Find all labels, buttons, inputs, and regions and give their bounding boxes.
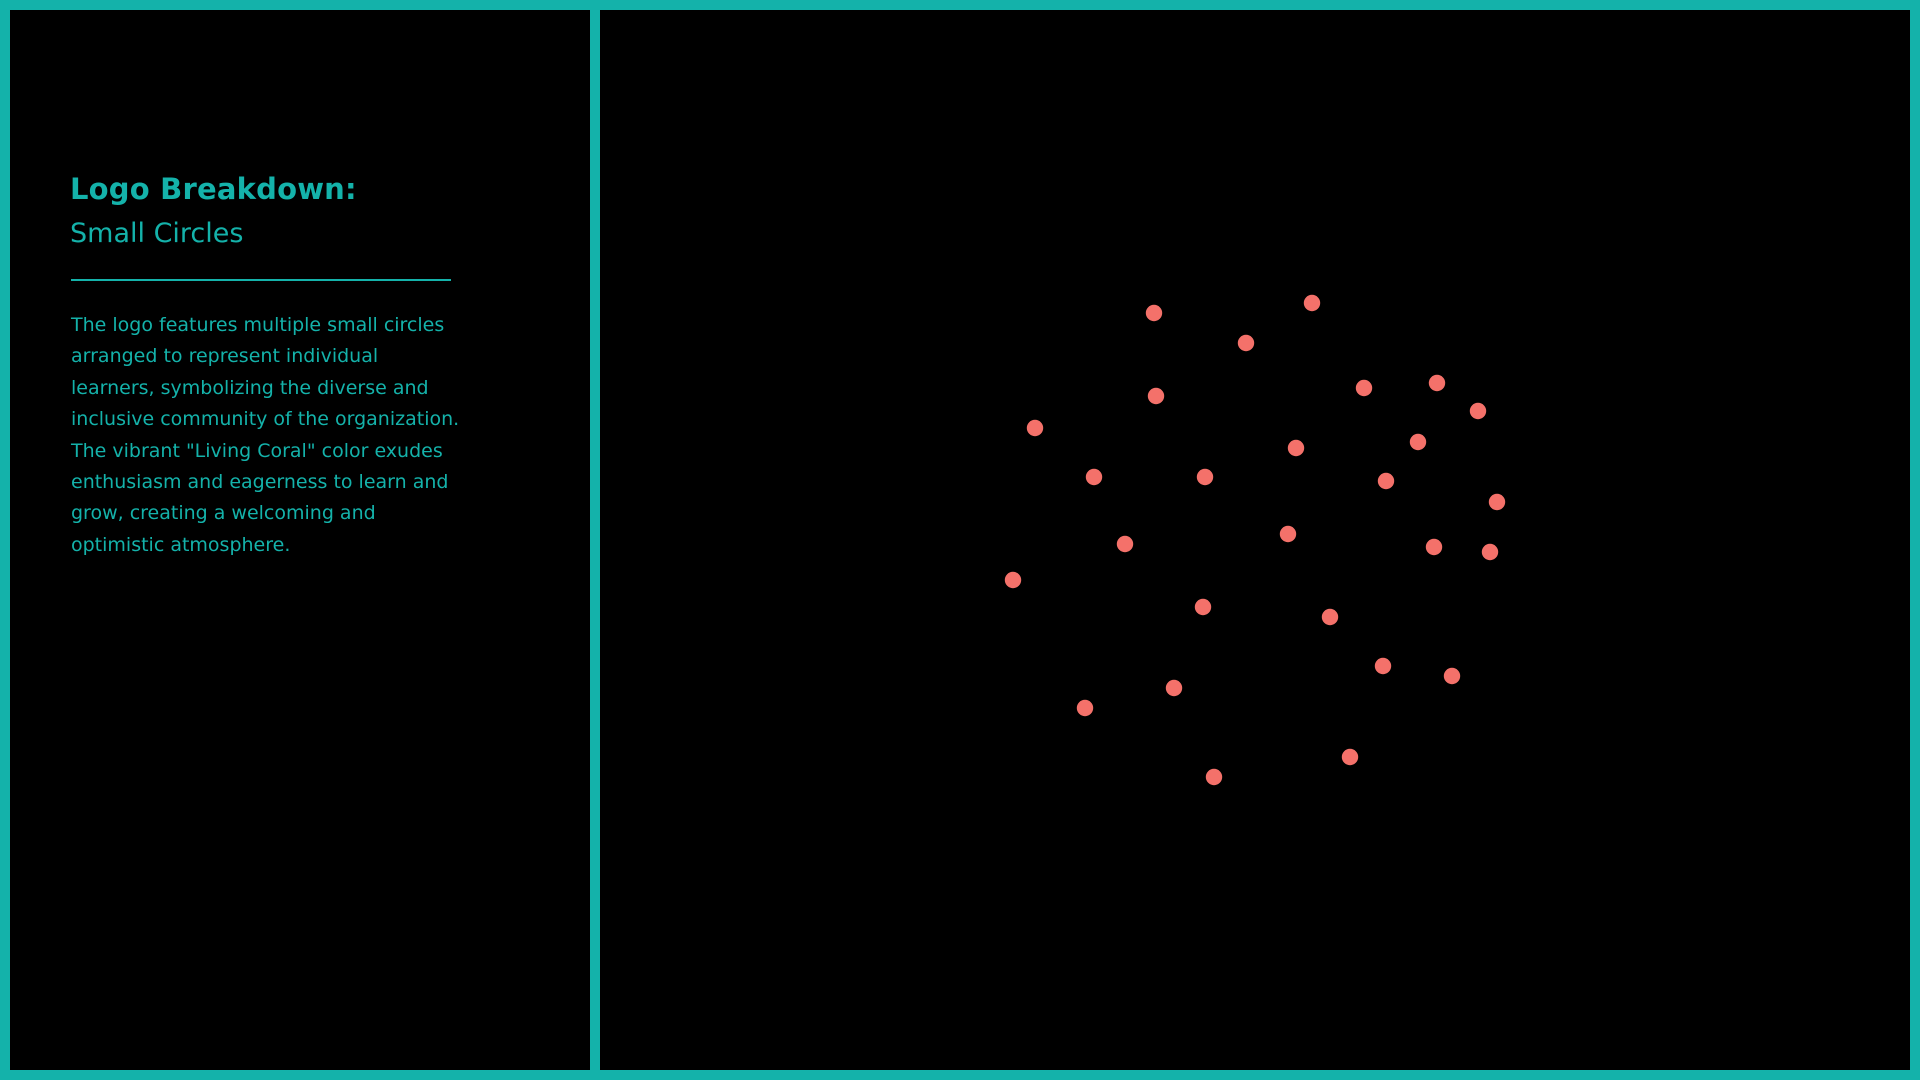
small-circle xyxy=(1355,379,1373,397)
small-circle xyxy=(1341,748,1359,766)
title-divider xyxy=(71,279,451,281)
small-circle xyxy=(1481,543,1499,561)
small-circle xyxy=(1469,402,1487,420)
slide-subtitle: Small Circles xyxy=(70,218,244,249)
small-circle xyxy=(1085,468,1103,486)
small-circle xyxy=(1147,387,1165,405)
slide-title: Logo Breakdown: xyxy=(70,172,357,206)
small-circles-illustration xyxy=(1004,294,1506,786)
small-circle xyxy=(1287,439,1305,457)
small-circle xyxy=(1194,598,1212,616)
small-circle xyxy=(1377,472,1395,490)
small-circle xyxy=(1488,493,1506,511)
small-circle xyxy=(1237,334,1255,352)
small-circle xyxy=(1443,667,1461,685)
panel-divider xyxy=(590,10,600,1070)
small-circle xyxy=(1116,535,1134,553)
small-circle xyxy=(1279,525,1297,543)
small-circle xyxy=(1205,768,1223,786)
small-circle xyxy=(1303,294,1321,312)
slide-description: The logo features multiple small circles… xyxy=(71,314,460,556)
text-panel: Logo Breakdown: Small Circles The logo f… xyxy=(10,10,590,1070)
illustration-panel xyxy=(600,10,1910,1070)
small-circle xyxy=(1165,679,1183,697)
small-circle xyxy=(1425,538,1443,556)
small-circle xyxy=(1428,374,1446,392)
small-circle xyxy=(1004,571,1022,589)
small-circle xyxy=(1196,468,1214,486)
small-circle xyxy=(1409,433,1427,451)
small-circle xyxy=(1076,699,1094,717)
small-circle xyxy=(1374,657,1392,675)
small-circle xyxy=(1145,304,1163,322)
small-circle xyxy=(1026,419,1044,437)
small-circle xyxy=(1321,608,1339,626)
